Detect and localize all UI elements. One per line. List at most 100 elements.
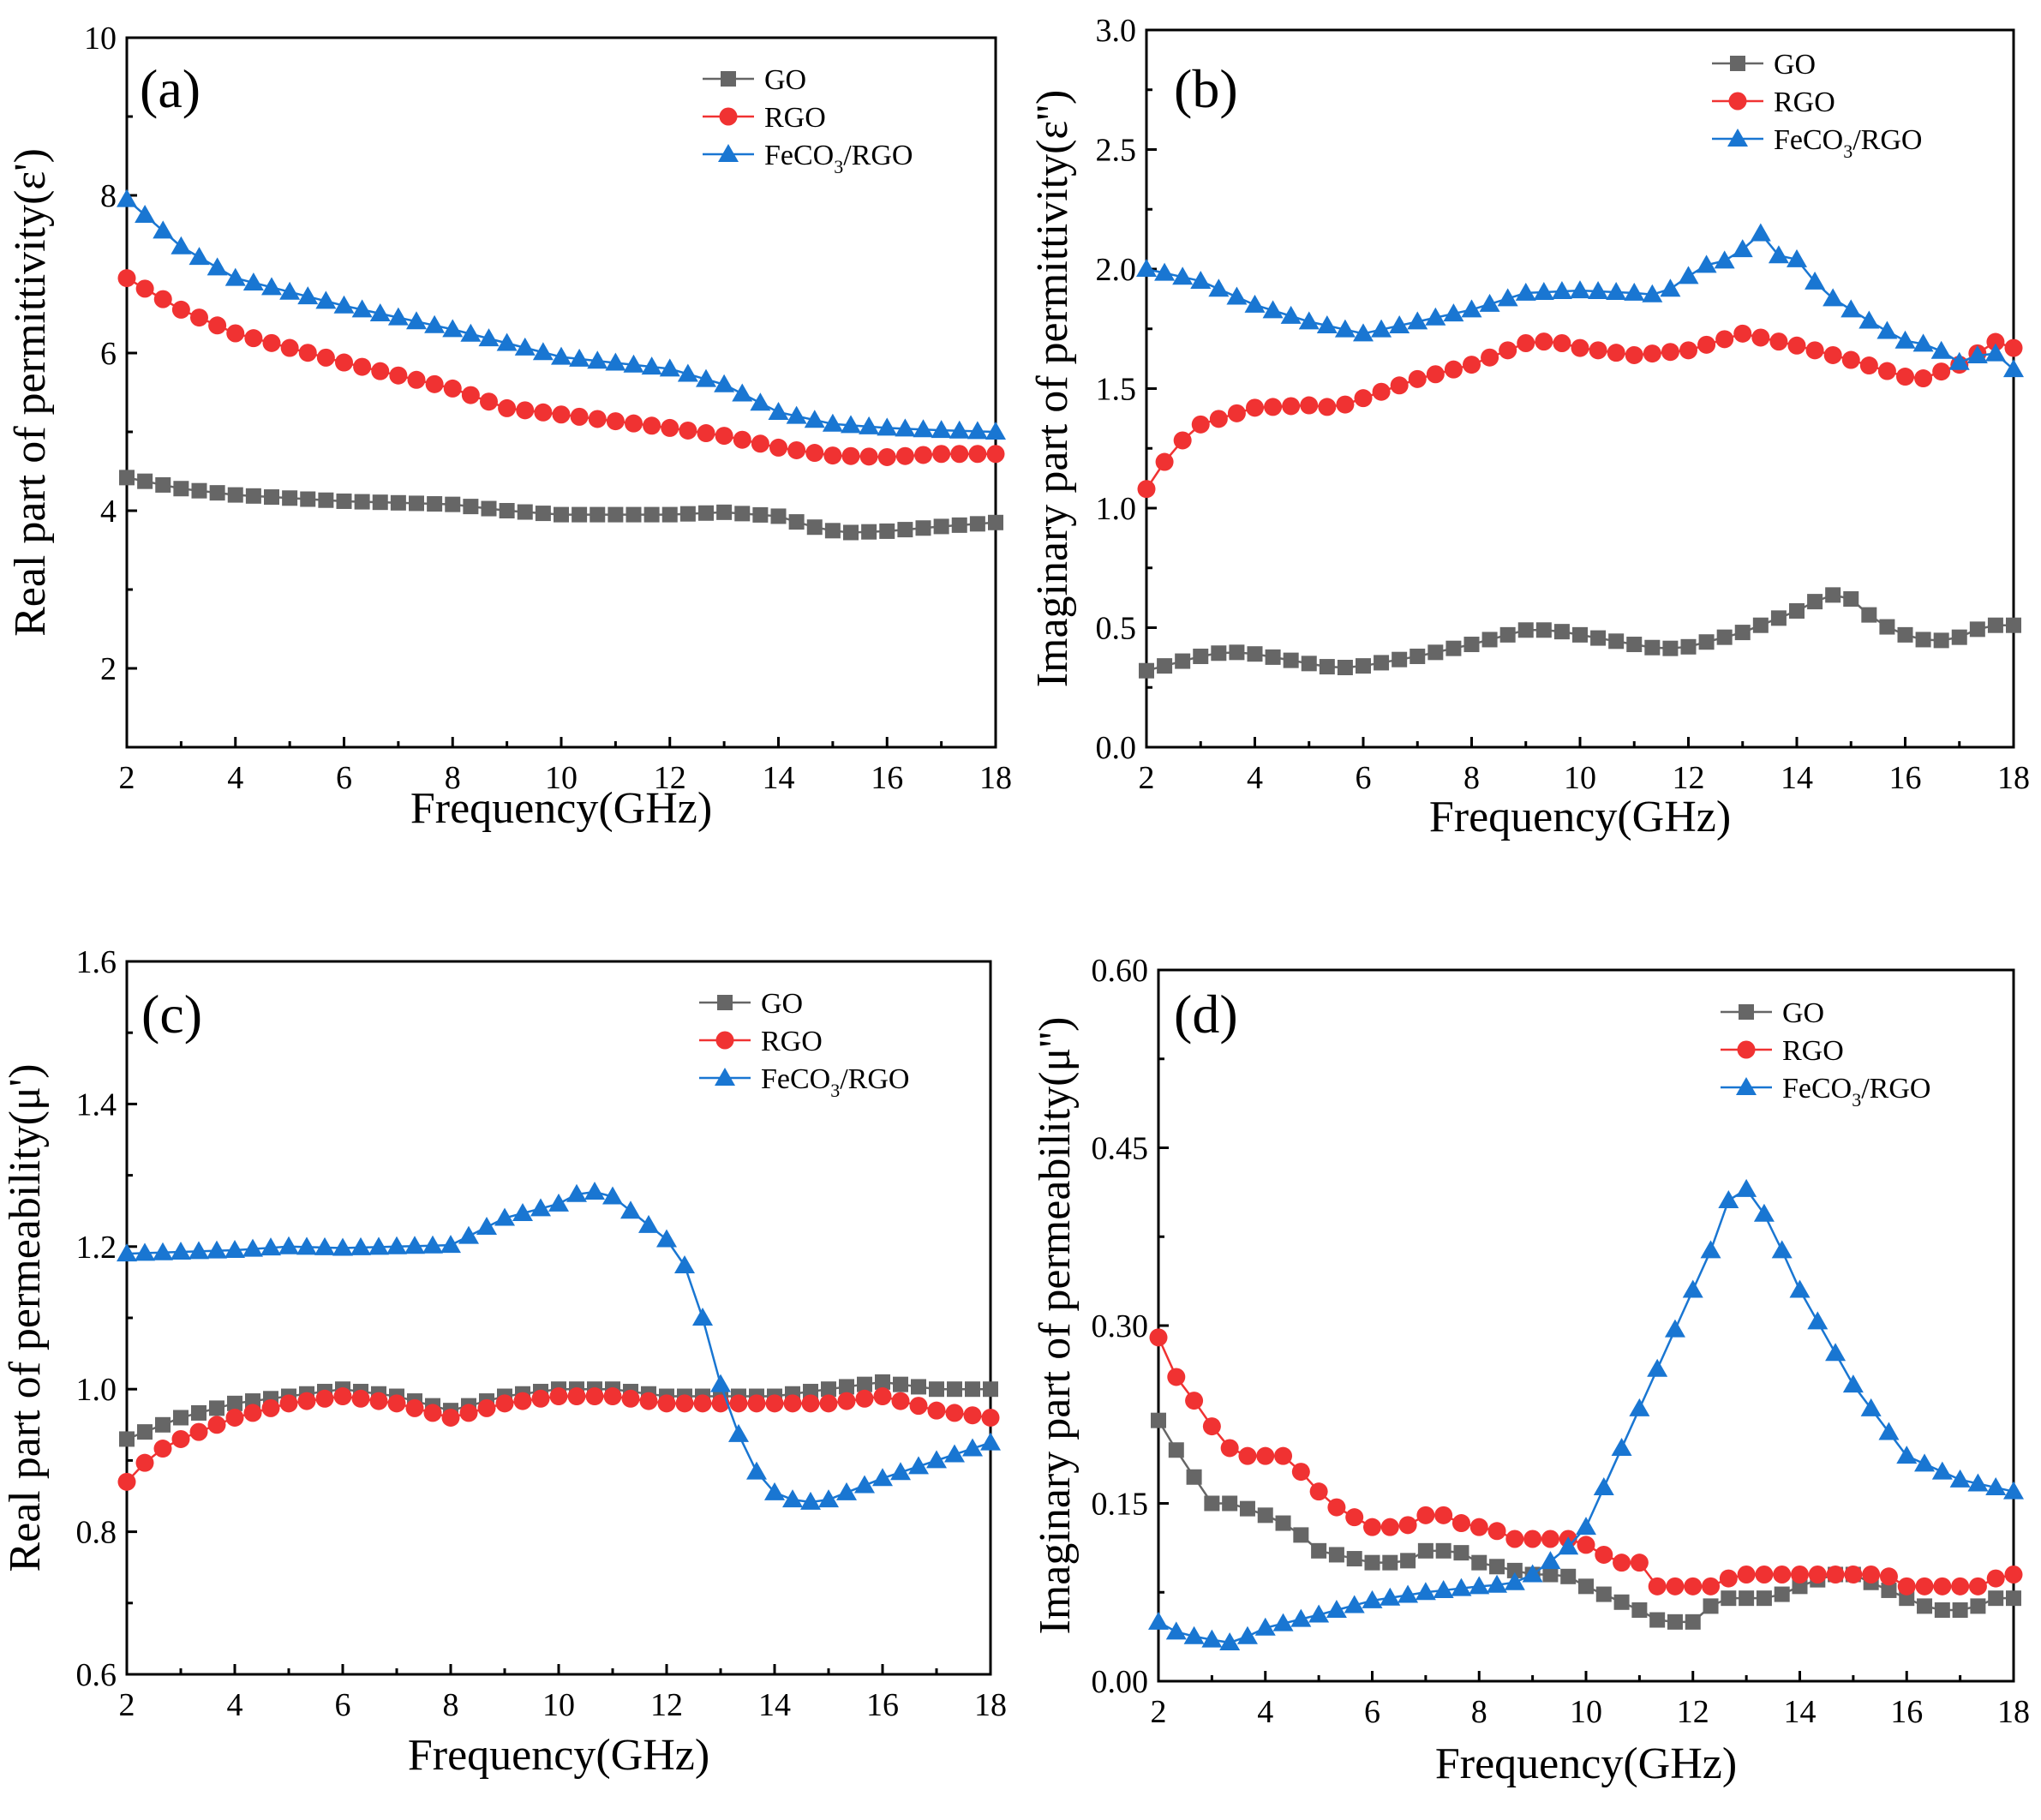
data-point bbox=[1308, 1604, 1330, 1623]
data-point bbox=[1642, 284, 1663, 302]
legend-marker bbox=[1737, 1040, 1756, 1059]
legend-entry: FeCO3/RGO bbox=[699, 1063, 909, 1101]
data-point bbox=[314, 1236, 335, 1255]
data-point bbox=[1362, 1590, 1383, 1608]
data-point bbox=[530, 1198, 551, 1217]
series-line bbox=[126, 1190, 991, 1504]
y-tick-label: 1.4 bbox=[76, 1087, 117, 1123]
data-point bbox=[1734, 625, 1751, 641]
x-tick-label: 8 bbox=[1471, 1694, 1487, 1730]
data-point bbox=[1489, 1559, 1505, 1575]
data-point bbox=[1155, 452, 1174, 471]
data-point bbox=[1607, 344, 1625, 362]
data-point bbox=[783, 1394, 802, 1413]
data-point bbox=[1897, 626, 1913, 643]
data-point bbox=[117, 1243, 137, 1262]
panel-label: (a) bbox=[140, 58, 201, 119]
data-point bbox=[983, 1381, 998, 1398]
data-point bbox=[605, 352, 626, 371]
data-point bbox=[625, 506, 642, 523]
data-point bbox=[657, 1394, 676, 1413]
x-tick-label: 6 bbox=[1364, 1694, 1380, 1730]
legend-marker bbox=[1727, 129, 1748, 147]
data-point bbox=[1577, 1536, 1595, 1554]
data-point bbox=[1380, 1587, 1401, 1606]
data-point bbox=[567, 1387, 586, 1406]
data-point bbox=[333, 1387, 352, 1406]
x-axis-title: Frequency(GHz) bbox=[408, 1731, 709, 1780]
data-point bbox=[806, 519, 823, 536]
data-point bbox=[1896, 1446, 1918, 1464]
data-point bbox=[1739, 1590, 1755, 1607]
series-rgo bbox=[117, 269, 1005, 466]
x-tick-label: 12 bbox=[654, 760, 686, 796]
data-point bbox=[368, 1236, 389, 1255]
data-point bbox=[404, 1236, 425, 1254]
data-point bbox=[1499, 626, 1516, 643]
data-point bbox=[747, 1394, 766, 1413]
data-point bbox=[837, 1392, 856, 1410]
data-point bbox=[1390, 376, 1409, 395]
data-point bbox=[534, 403, 553, 422]
data-point bbox=[1896, 368, 1914, 386]
data-point bbox=[422, 1235, 443, 1254]
data-point bbox=[481, 500, 497, 517]
data-point bbox=[189, 1422, 208, 1441]
data-point bbox=[119, 470, 135, 486]
data-point bbox=[1282, 397, 1301, 416]
data-point bbox=[1291, 1463, 1310, 1482]
data-point bbox=[206, 1240, 227, 1259]
data-point bbox=[1505, 1530, 1524, 1548]
data-point bbox=[280, 338, 299, 357]
legend-entry: RGO bbox=[699, 1026, 823, 1057]
data-point bbox=[1327, 1498, 1346, 1517]
data-point bbox=[1151, 1412, 1166, 1428]
data-point bbox=[445, 496, 461, 512]
data-point bbox=[770, 508, 787, 524]
data-point bbox=[242, 272, 264, 290]
data-point bbox=[282, 490, 298, 506]
data-point bbox=[532, 342, 554, 361]
data-point bbox=[171, 1242, 191, 1260]
data-point bbox=[821, 1381, 836, 1398]
data-point bbox=[531, 1389, 550, 1408]
data-point bbox=[278, 1236, 299, 1254]
data-point bbox=[841, 446, 860, 465]
data-point bbox=[1497, 288, 1518, 307]
data-point bbox=[1326, 1600, 1347, 1618]
data-point bbox=[1931, 1461, 1953, 1480]
data-point bbox=[1572, 626, 1588, 643]
data-point bbox=[1392, 651, 1408, 668]
data-point bbox=[787, 440, 806, 459]
data-point bbox=[1363, 1518, 1381, 1536]
data-point bbox=[1451, 1514, 1470, 1533]
data-point bbox=[171, 1429, 190, 1448]
data-point bbox=[1167, 1368, 1186, 1386]
data-point bbox=[914, 446, 932, 464]
data-point bbox=[1736, 1178, 1757, 1197]
data-point bbox=[587, 350, 608, 369]
data-point bbox=[517, 504, 533, 520]
data-point bbox=[1844, 1566, 1863, 1584]
data-point bbox=[1807, 594, 1823, 610]
data-point bbox=[769, 438, 787, 457]
data-point bbox=[1398, 1584, 1419, 1603]
data-point bbox=[1878, 1422, 1900, 1440]
data-point bbox=[549, 1387, 568, 1406]
data-point bbox=[570, 407, 589, 426]
legend-marker bbox=[1736, 1077, 1757, 1095]
data-point bbox=[801, 1394, 820, 1413]
data-point bbox=[1894, 330, 1916, 349]
data-point bbox=[514, 337, 536, 356]
data-point bbox=[1298, 311, 1320, 330]
data-point bbox=[1648, 1577, 1667, 1595]
legend-entry: GO bbox=[703, 64, 806, 96]
data-point bbox=[661, 418, 679, 437]
data-point bbox=[602, 1186, 623, 1205]
data-point bbox=[173, 1410, 189, 1426]
data-point bbox=[1481, 348, 1499, 367]
data-point bbox=[1541, 1530, 1559, 1548]
data-point bbox=[623, 354, 644, 373]
data-point bbox=[318, 492, 334, 508]
data-point bbox=[2004, 1566, 2023, 1584]
